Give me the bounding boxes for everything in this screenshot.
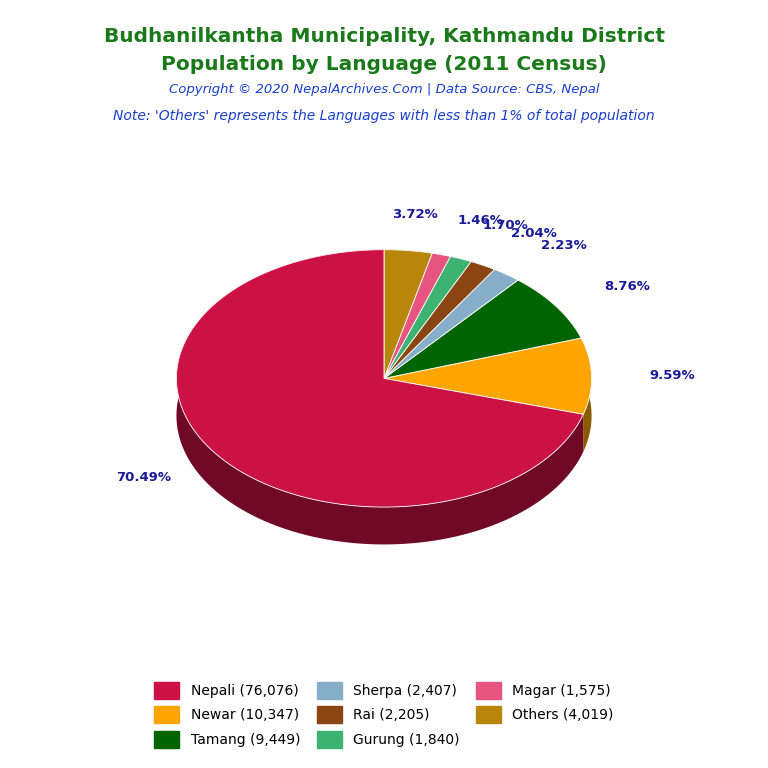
Polygon shape <box>450 257 471 299</box>
Polygon shape <box>471 262 495 306</box>
Polygon shape <box>177 250 584 507</box>
Polygon shape <box>384 257 471 379</box>
Text: Note: 'Others' represents the Languages with less than 1% of total population: Note: 'Others' represents the Languages … <box>113 109 655 123</box>
Polygon shape <box>495 270 518 317</box>
Polygon shape <box>177 250 584 545</box>
Polygon shape <box>384 270 518 379</box>
Text: Population by Language (2011 Census): Population by Language (2011 Census) <box>161 55 607 74</box>
Text: 70.49%: 70.49% <box>117 471 171 484</box>
Legend: Nepali (76,076), Newar (10,347), Tamang (9,449), Sherpa (2,407), Rai (2,205), Gu: Nepali (76,076), Newar (10,347), Tamang … <box>149 676 619 753</box>
Polygon shape <box>384 280 581 379</box>
Polygon shape <box>384 338 591 415</box>
Polygon shape <box>581 338 591 452</box>
Text: 1.70%: 1.70% <box>482 219 528 232</box>
Text: 3.72%: 3.72% <box>392 208 438 221</box>
Polygon shape <box>384 262 495 379</box>
Text: 2.23%: 2.23% <box>541 239 587 252</box>
Polygon shape <box>384 250 432 290</box>
Text: 2.04%: 2.04% <box>511 227 557 240</box>
Polygon shape <box>384 250 432 379</box>
Text: 8.76%: 8.76% <box>604 280 650 293</box>
Text: Budhanilkantha Municipality, Kathmandu District: Budhanilkantha Municipality, Kathmandu D… <box>104 27 664 46</box>
Text: 9.59%: 9.59% <box>650 369 695 382</box>
Polygon shape <box>518 280 581 376</box>
Text: Copyright © 2020 NepalArchives.Com | Data Source: CBS, Nepal: Copyright © 2020 NepalArchives.Com | Dat… <box>169 83 599 96</box>
Text: 1.46%: 1.46% <box>458 214 503 227</box>
Polygon shape <box>384 253 450 379</box>
Polygon shape <box>432 253 450 294</box>
